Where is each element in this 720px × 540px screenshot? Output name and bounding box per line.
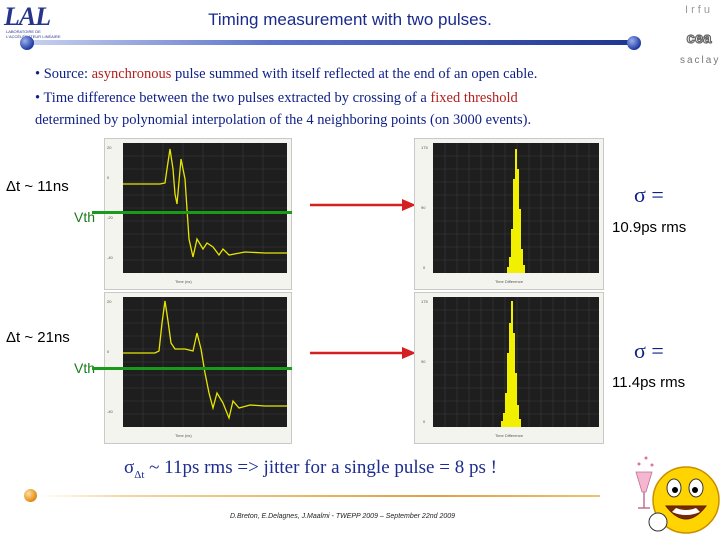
histogram-x-label: Time Difference bbox=[495, 433, 524, 438]
svg-text:-40: -40 bbox=[107, 409, 114, 414]
waveform-trace-1 bbox=[123, 148, 287, 258]
lab-logo: LAL LABORATOIRE DE L'ACCÉLÉRATEUR LINÉAI… bbox=[4, 2, 61, 39]
x-axis-label: Time (ns) bbox=[175, 279, 192, 284]
slide-title: Timing measurement with two pulses. bbox=[208, 10, 492, 29]
vth-label-2: Vth bbox=[74, 360, 96, 376]
histogram-x-label: Time Difference bbox=[495, 279, 524, 284]
sigma-label-2: σ = bbox=[634, 338, 664, 363]
delta-t-label-2: Δt ~ 21ns bbox=[6, 329, 70, 346]
svg-text:90: 90 bbox=[421, 205, 426, 210]
svg-text:90: 90 bbox=[421, 359, 426, 364]
histogram-plot-2: 175 90 0 Time Difference bbox=[414, 292, 604, 444]
svg-text:20: 20 bbox=[107, 145, 112, 150]
histogram-plot-1: 175 90 0 Time Difference bbox=[414, 138, 604, 290]
irfu-logo: Irfu bbox=[685, 4, 713, 16]
bullet-time-difference-cont: determined by polynomial interpolation o… bbox=[35, 112, 532, 128]
bullet-source: • Source: asynchronous pulse summed with… bbox=[35, 66, 538, 82]
histogram-bars-1 bbox=[507, 149, 525, 273]
sigma-label-1: σ = bbox=[634, 182, 664, 207]
right-bullet-dot bbox=[627, 36, 641, 50]
vth-label-1: Vth bbox=[74, 209, 96, 225]
threshold-line-1 bbox=[92, 211, 292, 214]
histogram-bars-2 bbox=[501, 301, 521, 427]
svg-text:0: 0 bbox=[423, 419, 426, 424]
title-underline bbox=[28, 40, 640, 45]
cea-logo-text: cea bbox=[686, 30, 712, 47]
svg-text:0: 0 bbox=[107, 175, 110, 180]
orange-bullet-dot bbox=[24, 489, 37, 502]
celebration-smiley-icon bbox=[635, 456, 720, 534]
svg-text:20: 20 bbox=[107, 299, 112, 304]
left-bullet-dot bbox=[20, 36, 34, 50]
svg-text:0: 0 bbox=[423, 265, 426, 270]
x-axis-label: Time (ns) bbox=[175, 433, 192, 438]
arrow-2 bbox=[310, 347, 416, 359]
conclusion-text: σΔt ~ 11ps rms => jitter for a single pu… bbox=[124, 457, 497, 481]
cea-logo: cea bbox=[682, 28, 716, 48]
svg-text:0: 0 bbox=[107, 349, 110, 354]
arrow-1 bbox=[310, 199, 416, 211]
delta-t-label-1: Δt ~ 11ns bbox=[6, 178, 69, 195]
rms-value-1: 10.9ps rms bbox=[612, 219, 687, 236]
saclay-label: saclay bbox=[680, 55, 720, 66]
svg-text:175: 175 bbox=[421, 145, 428, 150]
bullet-time-difference: • Time difference between the two pulses… bbox=[35, 90, 518, 106]
svg-text:-40: -40 bbox=[107, 255, 114, 260]
threshold-line-2 bbox=[92, 367, 292, 370]
waveform-trace-2 bbox=[123, 300, 287, 421]
waveform-plot-1: 20 0 -20 -40 Time (ns) bbox=[104, 138, 292, 290]
bottom-separator bbox=[40, 495, 600, 497]
svg-text:-20: -20 bbox=[107, 215, 114, 220]
rms-value-2: 11.4ps rms bbox=[612, 374, 686, 391]
footer-credits: D.Breton, E.Delagnes, J.Maalmi - TWEPP 2… bbox=[230, 513, 456, 520]
svg-text:175: 175 bbox=[421, 299, 428, 304]
